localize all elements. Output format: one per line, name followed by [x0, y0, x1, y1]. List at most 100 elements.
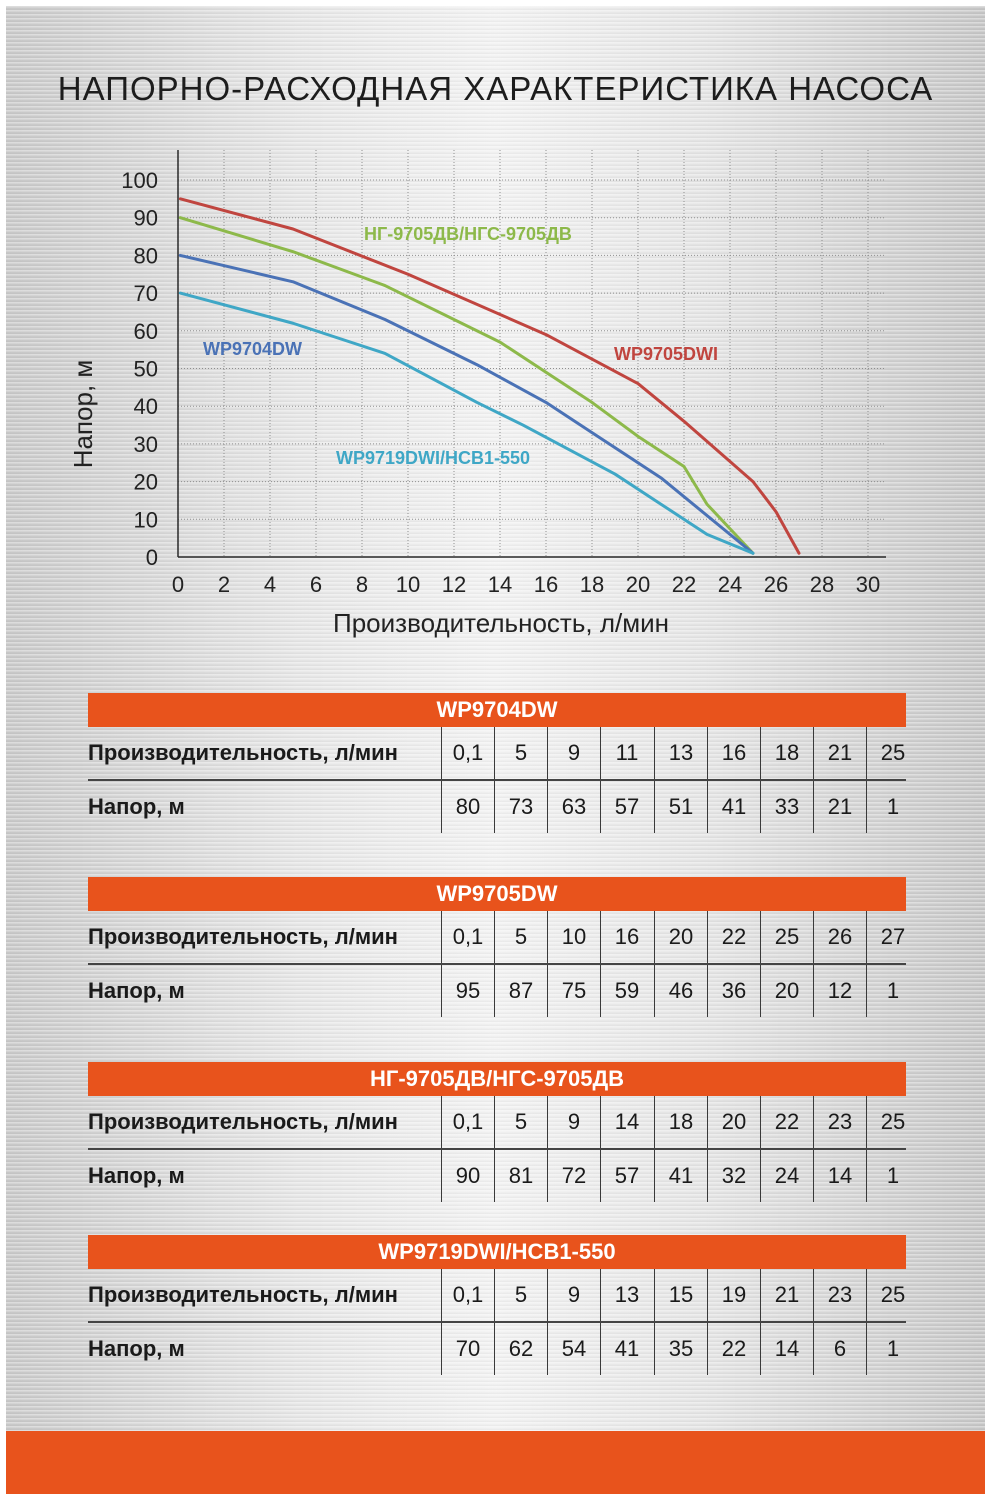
- table-cell: 5: [494, 1096, 547, 1148]
- table-row: Производительность, л/мин 0,1 5 10 16 20 22 25 2…: [88, 911, 906, 965]
- table-cell: 57: [600, 781, 653, 833]
- table-cell: 0,1: [441, 727, 494, 779]
- pump-table: WP9719DWI/НСВ1-550 Производительность, л/…: [88, 1235, 906, 1375]
- table-cell: 13: [600, 1269, 653, 1321]
- series-label: WP9704DW: [203, 339, 302, 359]
- table-cell: 19: [707, 1269, 760, 1321]
- table-cell: 23: [813, 1269, 866, 1321]
- table-cell: 0,1: [441, 1096, 494, 1148]
- table-cell: 5: [494, 727, 547, 779]
- table-cell: 25: [866, 727, 919, 779]
- x-tick-label: 28: [810, 572, 834, 597]
- y-axis-label: Напор, м: [68, 360, 98, 469]
- y-tick-label: 40: [134, 394, 158, 419]
- table-cell: 13: [654, 727, 707, 779]
- table-cell: 21: [813, 727, 866, 779]
- table-cell: 22: [707, 911, 760, 963]
- table-cell: 25: [866, 1269, 919, 1321]
- table-cell: 51: [654, 781, 707, 833]
- table-cell: 57: [600, 1150, 653, 1202]
- table-cell: 80: [441, 781, 494, 833]
- table-cell: 15: [654, 1269, 707, 1321]
- table-cell: 95: [441, 965, 494, 1017]
- table-row: Производительность, л/мин 0,1 5 9 11 13 16 18 21…: [88, 727, 906, 781]
- table-cell: 10: [547, 911, 600, 963]
- row-label: Напор, м: [88, 1163, 185, 1188]
- table-cell: 14: [760, 1323, 813, 1375]
- table-cell: 41: [600, 1323, 653, 1375]
- table-cell: 75: [547, 965, 600, 1017]
- table-cell: 9: [547, 1096, 600, 1148]
- x-tick-label: 4: [264, 572, 276, 597]
- pump-table: НГ-9705ДВ/НГС-9705ДВ Производительность, …: [88, 1062, 906, 1202]
- table-cell: 20: [760, 965, 813, 1017]
- table-cell: 16: [707, 727, 760, 779]
- table-cell: 14: [813, 1150, 866, 1202]
- table-cell: 72: [547, 1150, 600, 1202]
- series-line: [178, 216, 755, 555]
- row-label: Производительность, л/мин: [88, 924, 398, 949]
- table-cell: 18: [760, 727, 813, 779]
- table-cell: 35: [654, 1323, 707, 1375]
- table-cell: 41: [707, 781, 760, 833]
- y-tick-label: 60: [134, 319, 158, 344]
- x-tick-label: 22: [672, 572, 696, 597]
- row-label: Напор, м: [88, 978, 185, 1003]
- table-cell: 1: [866, 1150, 919, 1202]
- table-row: Напор, м 95 87 75 59 46 36 20 12 1: [88, 965, 906, 1017]
- x-tick-label: 16: [534, 572, 558, 597]
- y-tick-label: 90: [134, 206, 158, 231]
- table-cell: 1: [866, 781, 919, 833]
- table-cell: 23: [813, 1096, 866, 1148]
- x-tick-label: 12: [442, 572, 466, 597]
- table-cell: 0,1: [441, 1269, 494, 1321]
- table-cell: 24: [760, 1150, 813, 1202]
- table-cell: 22: [707, 1323, 760, 1375]
- table-cell: 70: [441, 1323, 494, 1375]
- table-row: Напор, м 80 73 63 57 51 41 33 21 1: [88, 781, 906, 833]
- table-cell: 21: [760, 1269, 813, 1321]
- table-cell: 41: [654, 1150, 707, 1202]
- table-cell: 26: [813, 911, 866, 963]
- table-cell: 36: [707, 965, 760, 1017]
- x-tick-label: 24: [718, 572, 742, 597]
- x-tick-label: 6: [310, 572, 322, 597]
- table-cell: 18: [654, 1096, 707, 1148]
- table-cell: 5: [494, 911, 547, 963]
- series-label: WP9705DWI: [614, 344, 718, 364]
- table-header: НГ-9705ДВ/НГС-9705ДВ: [88, 1062, 906, 1096]
- y-tick-label: 80: [134, 243, 158, 268]
- table-cell: 62: [494, 1323, 547, 1375]
- table-cell: 46: [654, 965, 707, 1017]
- x-axis-label: Производительность, л/мин: [333, 608, 669, 638]
- table-cell: 81: [494, 1150, 547, 1202]
- row-label: Напор, м: [88, 794, 185, 819]
- table-cell: 12: [813, 965, 866, 1017]
- x-tick-label: 10: [396, 572, 420, 597]
- page-title: НАПОРНО-РАСХОДНАЯ ХАРАКТЕРИСТИКА НАСОСА: [57, 70, 934, 107]
- x-tick-label: 8: [356, 572, 368, 597]
- table-cell: 6: [813, 1323, 866, 1375]
- table-cell: 16: [600, 911, 653, 963]
- y-tick-label: 50: [134, 357, 158, 382]
- table-row: Напор, м 70 62 54 41 35 22 14 6 1: [88, 1323, 906, 1375]
- table-cell: 20: [707, 1096, 760, 1148]
- y-tick-label: 30: [134, 432, 158, 457]
- series-label: WP9719DWI/НСВ1-550: [336, 448, 530, 468]
- table-cell: 1: [866, 965, 919, 1017]
- x-tick-label: 26: [764, 572, 788, 597]
- head-flow-chart: 0 2 4 6 8 10 12 14 16 18 20 22 24 26 28 300102030405060…: [68, 150, 886, 638]
- row-label: Напор, м: [88, 1336, 185, 1361]
- table-cell: 9: [547, 1269, 600, 1321]
- x-tick-label: 14: [488, 572, 512, 597]
- pump-table: WP9704DW Производительность, л/мин 0,1 5 9 11…: [88, 693, 906, 833]
- table-cell: 59: [600, 965, 653, 1017]
- x-tick-label: 18: [580, 572, 604, 597]
- table-header: WP9719DWI/НСВ1-550: [88, 1235, 906, 1269]
- table-cell: 20: [654, 911, 707, 963]
- table-cell: 25: [866, 1096, 919, 1148]
- table-row: Производительность, л/мин 0,1 5 9 13 15 19 21 23…: [88, 1269, 906, 1323]
- table-cell: 11: [600, 727, 653, 779]
- table-cell: 25: [760, 911, 813, 963]
- x-tick-label: 20: [626, 572, 650, 597]
